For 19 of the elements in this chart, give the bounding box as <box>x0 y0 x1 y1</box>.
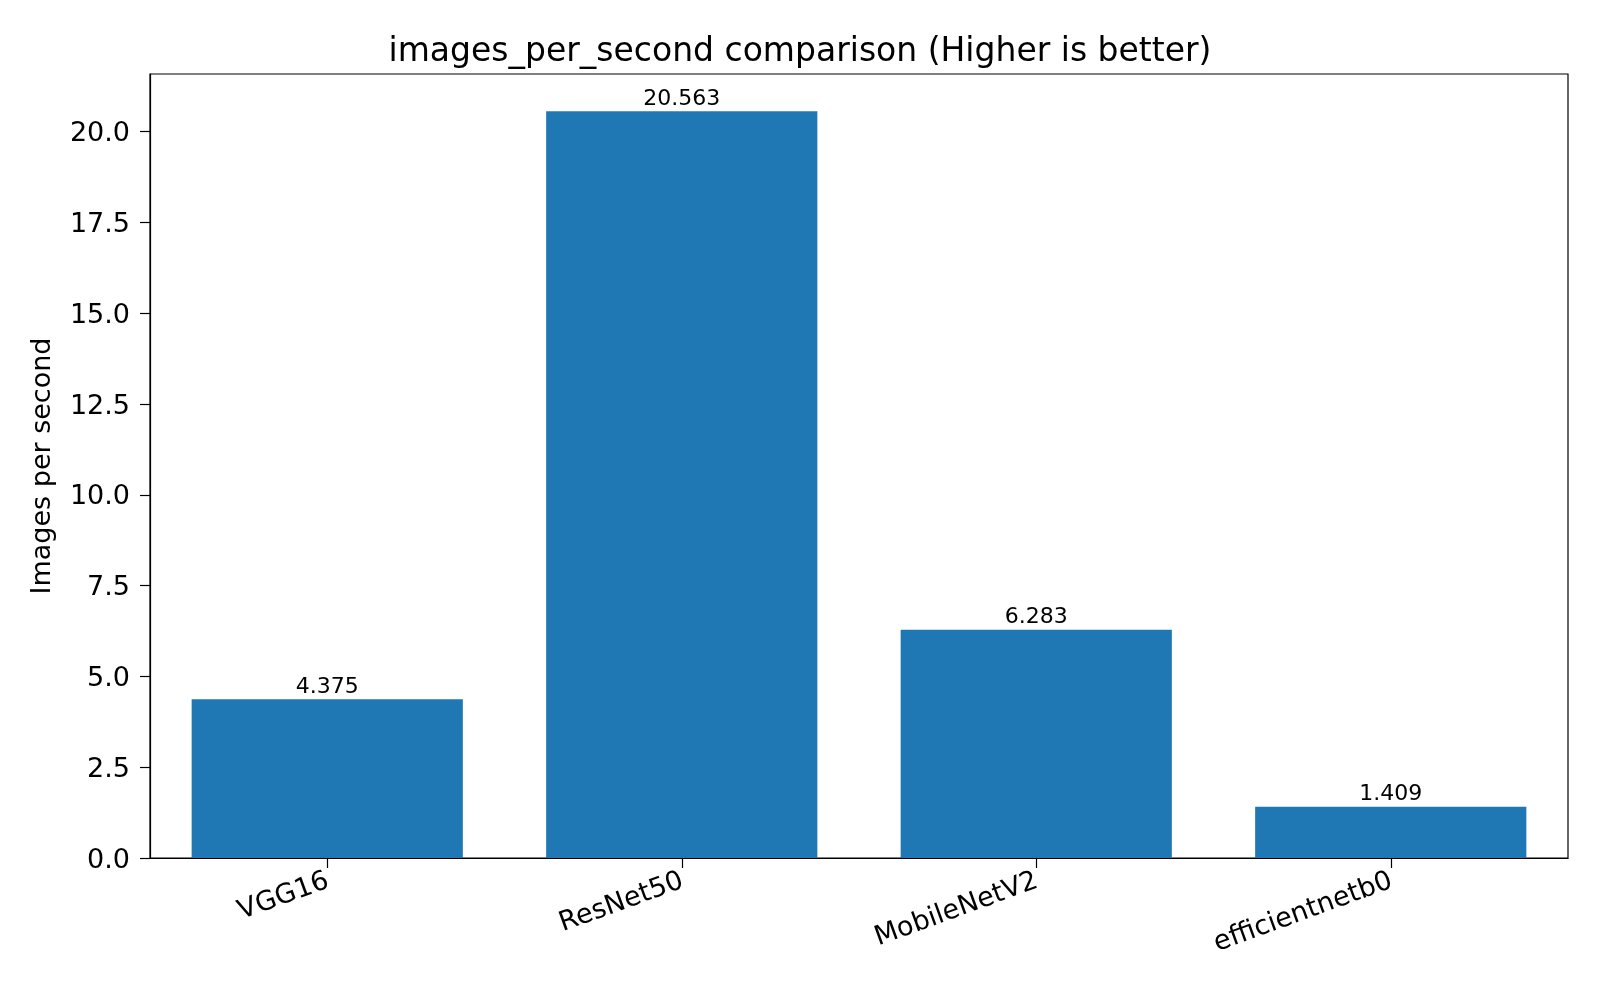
data-label: 6.283 <box>1004 603 1068 629</box>
y-tick-label: 17.5 <box>69 207 130 239</box>
bar <box>546 111 818 858</box>
data-label: 4.375 <box>295 672 359 698</box>
bar <box>1255 806 1527 858</box>
y-tick-label: 12.5 <box>69 388 130 420</box>
y-tick-label: 15.0 <box>69 297 130 329</box>
y-tick-label: 2.5 <box>87 751 130 783</box>
y-tick-label: 20.0 <box>69 116 130 148</box>
data-label: 1.409 <box>1359 780 1423 806</box>
bar <box>191 699 463 858</box>
y-tick-label: 7.5 <box>87 570 130 602</box>
y-tick-label: 0.0 <box>87 842 130 874</box>
data-label: 20.563 <box>643 84 721 110</box>
y-tick-label: 10.0 <box>69 479 130 511</box>
chart-title: images_per_second comparison (Higher is better) <box>388 30 1212 69</box>
bar <box>900 629 1172 858</box>
y-axis-title: Images per second <box>25 337 56 595</box>
y-tick-label: 5.0 <box>87 660 130 692</box>
